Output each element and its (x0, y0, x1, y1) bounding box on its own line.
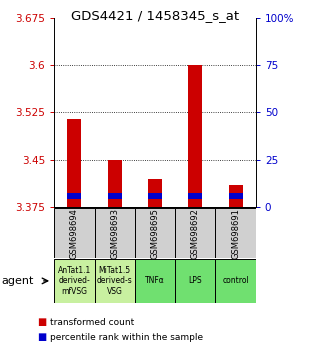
Bar (188, 193, 202, 199)
Text: transformed count: transformed count (50, 318, 134, 327)
Text: AnTat1.1
derived-
mfVSG: AnTat1.1 derived- mfVSG (58, 266, 91, 296)
Text: control: control (222, 276, 249, 285)
Text: GSM698695: GSM698695 (150, 208, 160, 259)
Bar (54, 259, 95, 303)
Bar (108, 193, 122, 199)
Bar (215, 208, 256, 258)
Bar (188, 65, 202, 207)
Text: TNFα: TNFα (145, 276, 165, 285)
Text: ■: ■ (37, 332, 46, 342)
Bar (148, 179, 162, 207)
Text: MiTat1.5
derived-s
VSG: MiTat1.5 derived-s VSG (97, 266, 133, 296)
Bar (228, 185, 243, 207)
Bar (175, 259, 215, 303)
Bar (54, 208, 95, 258)
Bar (135, 208, 175, 258)
Text: GSM698694: GSM698694 (70, 208, 79, 259)
Bar (95, 208, 135, 258)
Text: GSM698691: GSM698691 (231, 208, 240, 259)
Bar (108, 160, 122, 207)
Bar (95, 259, 135, 303)
Text: GDS4421 / 1458345_s_at: GDS4421 / 1458345_s_at (71, 9, 239, 22)
Text: GSM698693: GSM698693 (110, 208, 119, 259)
Bar (148, 193, 162, 199)
Bar (175, 208, 215, 258)
Bar (67, 119, 82, 207)
Text: ■: ■ (37, 317, 46, 327)
Bar (228, 193, 243, 199)
Bar (215, 259, 256, 303)
Text: agent: agent (2, 276, 34, 286)
Text: percentile rank within the sample: percentile rank within the sample (50, 333, 203, 342)
Bar (135, 259, 175, 303)
Text: GSM698692: GSM698692 (191, 208, 200, 259)
Text: LPS: LPS (188, 276, 202, 285)
Bar (67, 193, 82, 199)
